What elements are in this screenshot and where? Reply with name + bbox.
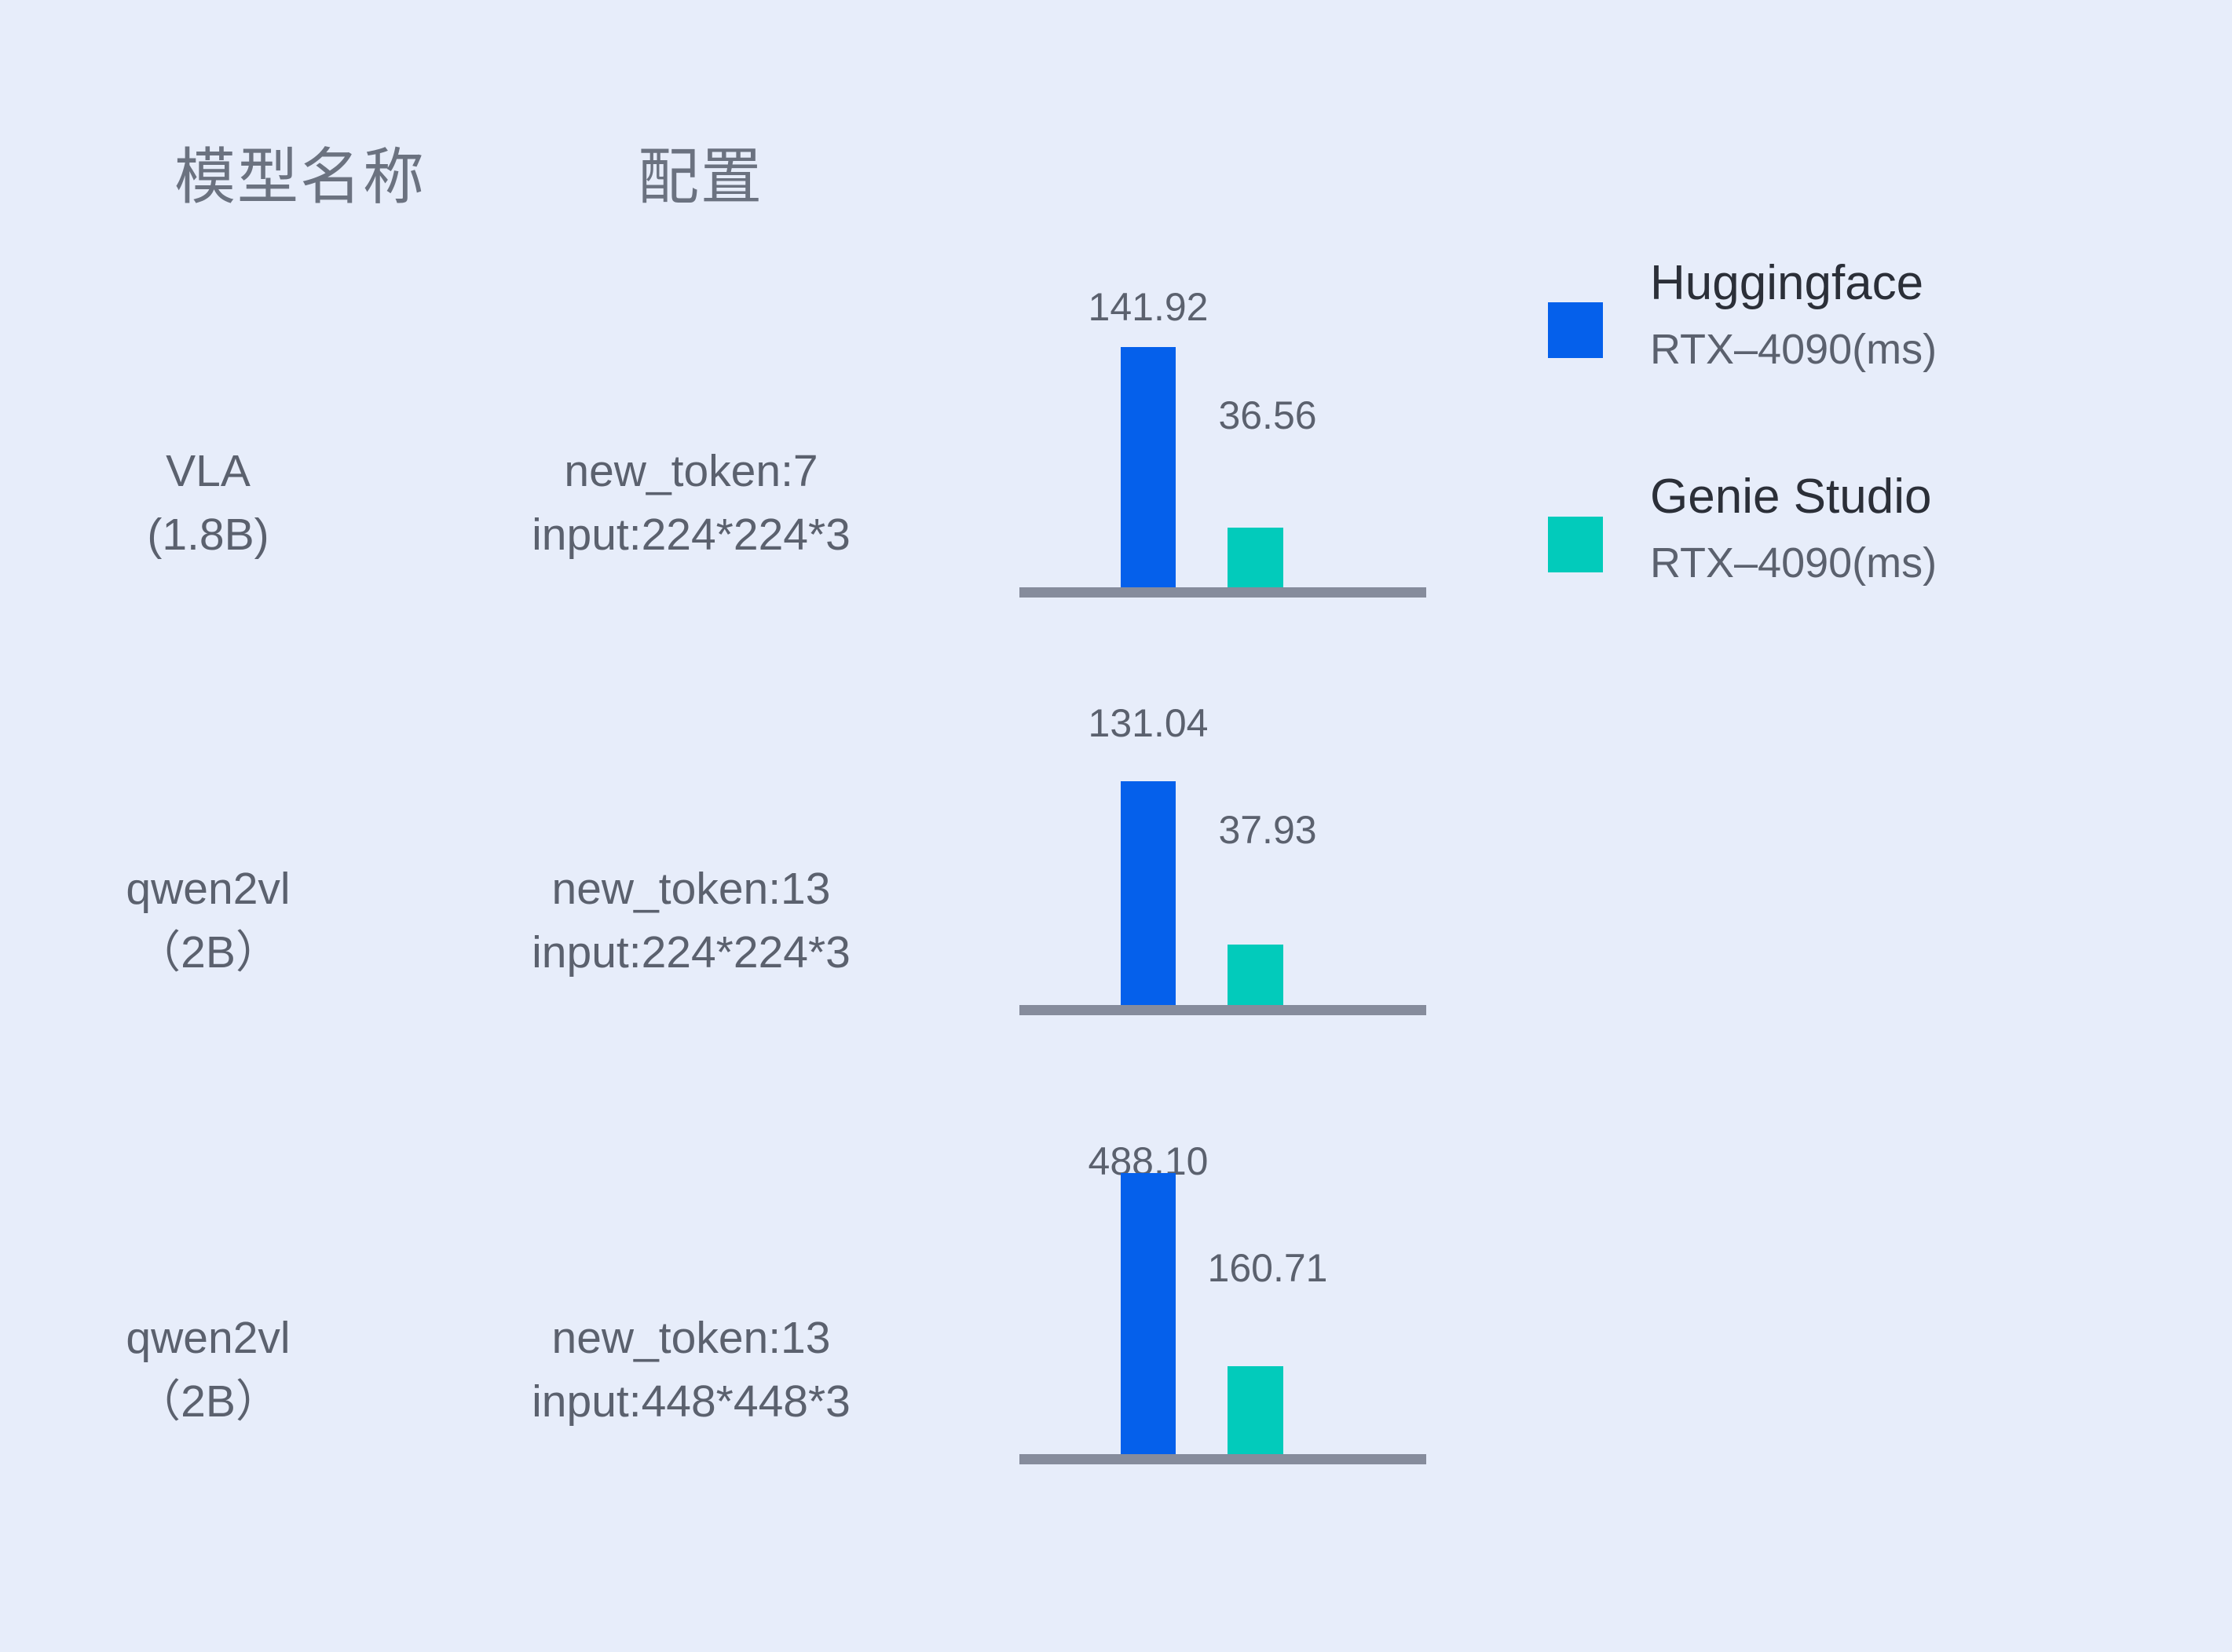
axis-baseline (1019, 1005, 1426, 1015)
legend-entry-name: Genie Studio (1650, 470, 1932, 524)
bar-value-label-primary: 141.92 (1088, 285, 1209, 329)
bar-panel: 131.04 37.93 (1019, 688, 1428, 1025)
model-name-line-1: qwen2vl (126, 864, 291, 914)
model-name-cell: VLA (1.8B) (102, 440, 314, 567)
bar-primary (1121, 347, 1176, 587)
legend-entry-subtitle: RTX–4090(ms) (1650, 539, 1937, 587)
bar-panel: 488.10 160.71 (1019, 1123, 1428, 1468)
model-size-line-2: （2B） (136, 927, 280, 978)
legend-entry-primary: Huggingface RTX–4090(ms) (1650, 259, 1937, 371)
legend-color-swatch-primary-icon (1548, 302, 1603, 358)
model-name-cell: qwen2vl （2B） (102, 857, 314, 985)
model-size-line-2: (1.8B) (147, 509, 269, 560)
table-row: qwen2vl （2B） new_token:13 input:224*224*… (0, 857, 2232, 1109)
bar-panel: 141.92 36.56 (1019, 267, 1428, 605)
config-cell: new_token:13 input:448*448*3 (471, 1307, 911, 1434)
axis-baseline (1019, 1454, 1426, 1464)
config-line-2: input:448*448*3 (532, 1376, 851, 1427)
model-size-line-2: （2B） (136, 1376, 280, 1427)
bar-secondary (1228, 945, 1283, 1005)
legend-entry-subtitle: RTX–4090(ms) (1650, 326, 1937, 373)
legend-entry-name: Huggingface (1650, 256, 1924, 310)
model-name-line-1: qwen2vl (126, 1313, 291, 1363)
config-line-1: new_token:13 (551, 1313, 831, 1363)
table-row: qwen2vl （2B） new_token:13 input:448*448*… (0, 1307, 2232, 1558)
column-header-model-name: 模型名称 (174, 142, 426, 211)
table-row: VLA (1.8B) new_token:7 input:224*224*3 (0, 440, 2232, 691)
legend-entry-secondary: Genie Studio RTX–4090(ms) (1650, 470, 1937, 587)
bar-value-label-secondary: 36.56 (1218, 393, 1317, 437)
bar-value-label-secondary: 160.71 (1207, 1246, 1328, 1290)
bar-primary (1121, 1173, 1176, 1454)
config-line-1: new_token:7 (564, 446, 818, 496)
config-cell: new_token:7 input:224*224*3 (471, 440, 911, 567)
axis-baseline (1019, 587, 1426, 598)
bar-value-label-primary: 131.04 (1088, 701, 1209, 745)
bar-secondary (1228, 1366, 1283, 1454)
config-cell: new_token:13 input:224*224*3 (471, 857, 911, 985)
config-line-2: input:224*224*3 (532, 509, 851, 560)
bar-value-label-secondary: 37.93 (1218, 808, 1317, 852)
column-header-config: 配置 (638, 142, 764, 211)
model-name-cell: qwen2vl （2B） (102, 1307, 314, 1434)
bar-primary (1121, 781, 1176, 1005)
model-name-line-1: VLA (166, 446, 251, 496)
legend-color-swatch-secondary-icon (1548, 517, 1603, 572)
config-line-1: new_token:13 (551, 864, 831, 914)
config-line-2: input:224*224*3 (532, 927, 851, 978)
bar-secondary (1228, 528, 1283, 587)
